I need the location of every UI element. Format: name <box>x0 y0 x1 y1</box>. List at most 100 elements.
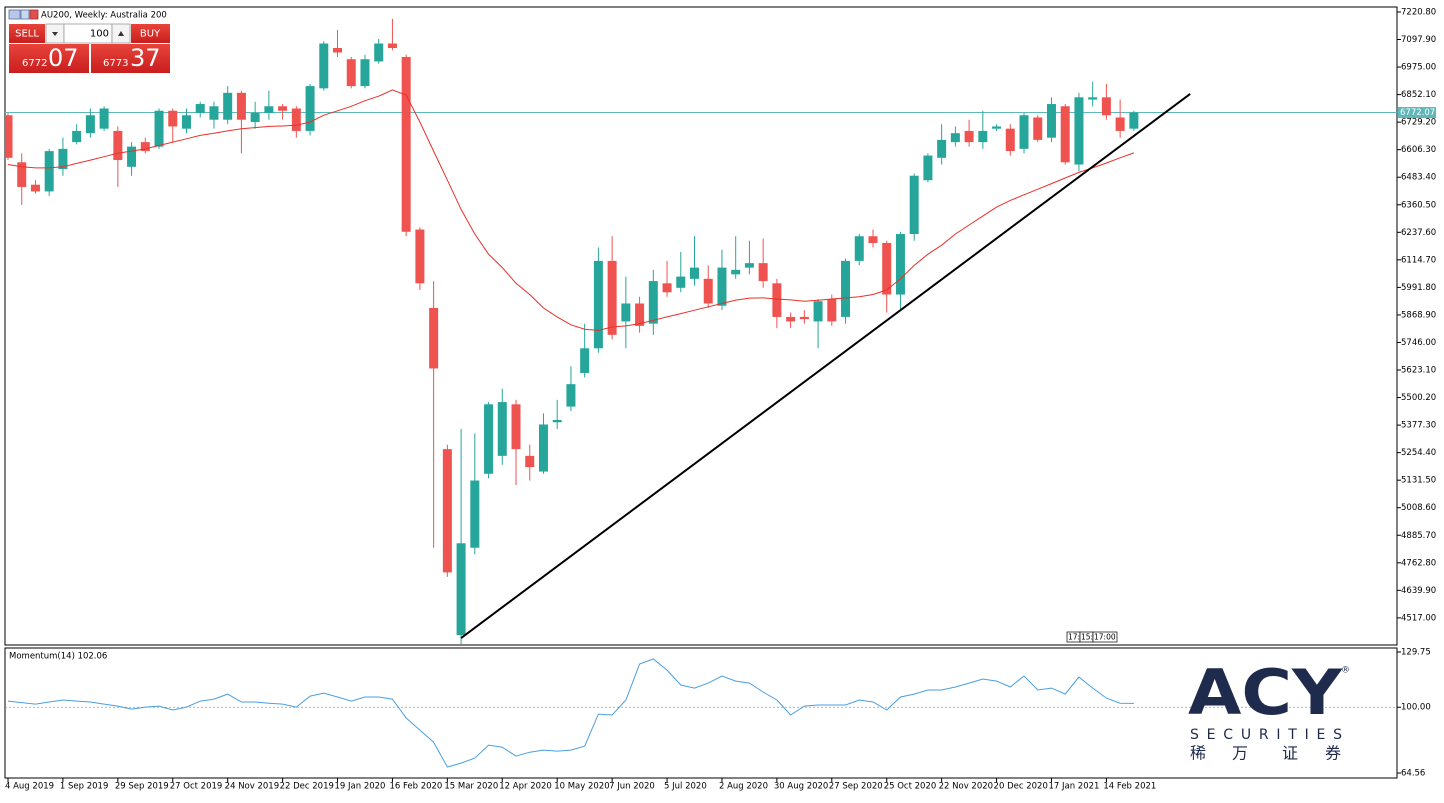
candle-body <box>703 278 713 304</box>
y-tick-label: 5131.50 <box>1401 476 1436 486</box>
candle-body <box>744 263 754 268</box>
x-tick-label: 2 Aug 2020 <box>719 782 768 792</box>
main-plot <box>5 18 1397 645</box>
y-tick-label: 64.56 <box>1401 769 1425 779</box>
candle-body <box>895 234 905 295</box>
candle-body <box>635 303 645 326</box>
trade-panel: SELL 100 BUY 6772 07 6773 37 <box>9 23 170 73</box>
logo-chinese: 万 <box>1232 744 1248 763</box>
candle-body <box>456 543 466 636</box>
candle-body <box>415 229 425 284</box>
candle-body <box>278 106 288 111</box>
candle-body <box>209 106 219 120</box>
candle-body <box>992 126 1002 129</box>
y-tick-label: 6237.60 <box>1401 228 1436 238</box>
x-tick-label: 10 May 2020 <box>554 782 609 792</box>
candle-body <box>154 110 164 147</box>
buy-price-big[interactable]: 37 <box>130 44 161 72</box>
candle-body <box>854 236 864 261</box>
candle-body <box>841 260 851 317</box>
x-tick-label: 17 Jan 2021 <box>1048 782 1099 792</box>
momentum-plot <box>5 658 1397 768</box>
candle-body <box>772 283 782 317</box>
x-tick-label: 30 Aug 2020 <box>774 782 828 792</box>
y-tick-label: 5254.40 <box>1401 448 1436 458</box>
y-tick-label: 4885.70 <box>1401 531 1436 541</box>
candle-body <box>85 115 95 134</box>
candle-body <box>168 110 178 127</box>
x-tick-label: 22 Nov 2020 <box>939 782 993 792</box>
candle-body <box>374 43 384 62</box>
candle-body <box>923 155 933 181</box>
y-tick-label: 4639.90 <box>1401 586 1436 596</box>
y-tick-label: 6114.70 <box>1401 255 1436 265</box>
period-label: 15: <box>1081 633 1093 642</box>
x-tick-label: 20 Dec 2020 <box>994 782 1048 792</box>
candle-body <box>868 236 878 243</box>
volume-value[interactable]: 100 <box>90 29 109 40</box>
buy-price-box[interactable] <box>91 44 170 73</box>
buy-button[interactable] <box>131 24 170 43</box>
x-tick-label: 22 Dec 2019 <box>280 782 334 792</box>
y-tick-label: 5500.20 <box>1401 393 1436 403</box>
buy-label[interactable]: BUY <box>140 29 161 40</box>
momentum-line <box>7 658 1134 768</box>
main-panel-frame <box>4 6 1398 646</box>
window-icon <box>29 9 39 20</box>
candle-body <box>662 283 672 293</box>
candle-body <box>99 108 109 129</box>
sell-price-main[interactable]: 6772 <box>22 58 47 69</box>
candle-body <box>1074 97 1084 165</box>
x-tick-label: 5 Jul 2020 <box>664 782 707 792</box>
candle-body <box>648 281 658 324</box>
candle-body <box>17 162 27 187</box>
moving-average <box>7 89 1135 331</box>
candle-body <box>799 316 809 320</box>
candle-body <box>387 43 397 49</box>
candle-body <box>1005 128 1015 152</box>
candle-body <box>401 56 411 232</box>
sell-price-box[interactable] <box>9 44 89 73</box>
y-tick-label: 4517.00 <box>1401 613 1436 623</box>
sell-price-big[interactable]: 07 <box>48 44 79 72</box>
candle-body <box>236 92 246 120</box>
candle-body <box>676 276 686 288</box>
price-label-box <box>1398 107 1436 119</box>
candle-body <box>566 384 576 407</box>
symbol-title: AU200, Weekly: Australia 200 <box>41 11 167 21</box>
x-tick-label: 19 Jan 2020 <box>335 782 386 792</box>
period-label: 17:00 <box>1094 633 1116 642</box>
y-tick-label: 5008.60 <box>1401 503 1436 513</box>
buy-price-main[interactable]: 6773 <box>103 58 128 69</box>
axes: 7220.80 7097.90 6975.00 6852.10 6729.20 6606.… <box>5 7 1436 791</box>
candle-body <box>346 59 356 87</box>
x-tick-label: 14 Feb 2021 <box>1103 782 1156 792</box>
candle-body <box>58 148 68 170</box>
y-tick-label: 7097.90 <box>1401 35 1436 45</box>
momentum-panel-frame <box>4 647 1398 779</box>
sell-label[interactable]: SELL <box>15 29 39 40</box>
logo-chinese: 证 <box>1282 744 1298 763</box>
candle-body <box>195 104 205 113</box>
y-tick-label: 7220.80 <box>1401 7 1436 17</box>
logo-chinese: 券 <box>1325 744 1341 763</box>
y-tick-label: 129.75 <box>1401 647 1431 657</box>
candle-body <box>181 115 191 129</box>
candle-body <box>511 404 521 450</box>
x-tick-label: 1 Sep 2019 <box>60 782 108 792</box>
candle-body <box>1019 115 1029 149</box>
candle-body <box>978 130 988 143</box>
x-tick-label: 12 Apr 2020 <box>499 782 552 792</box>
logo-brand: ACY <box>1188 656 1343 729</box>
sell-button[interactable] <box>9 24 45 43</box>
arrow-up <box>118 31 124 36</box>
candle-body <box>429 307 439 369</box>
candle-body <box>690 267 699 279</box>
logo-subtitle: SECURITIES <box>1190 727 1342 743</box>
x-tick-label: 29 Sep 2019 <box>115 782 169 792</box>
candle-body <box>44 151 54 192</box>
period-label-box <box>1092 631 1118 643</box>
candle-body <box>758 263 768 282</box>
candle-body <box>127 146 137 167</box>
